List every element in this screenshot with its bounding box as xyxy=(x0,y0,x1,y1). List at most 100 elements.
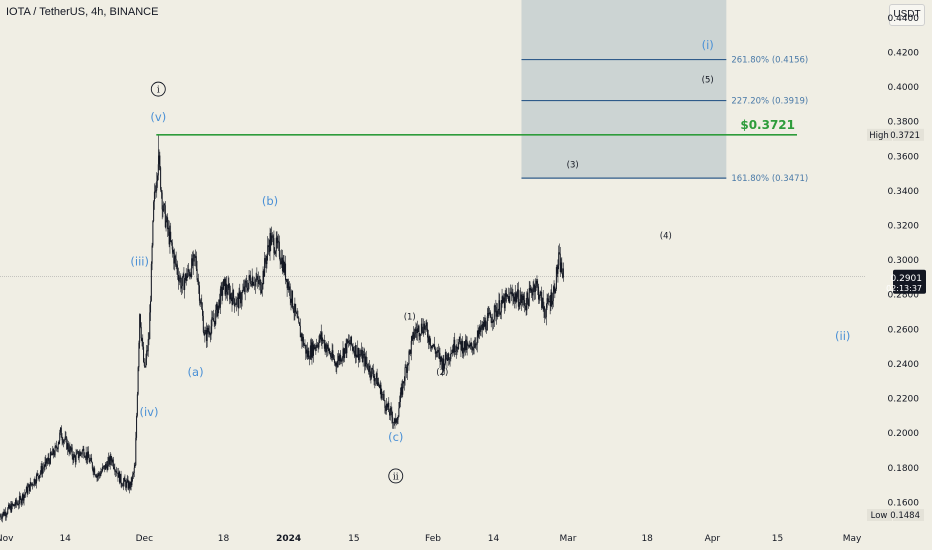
candle xyxy=(522,293,524,306)
candle xyxy=(234,296,236,308)
candle xyxy=(467,341,469,347)
x-tick-label: Mar xyxy=(560,534,577,544)
candle xyxy=(300,332,302,342)
candle xyxy=(96,473,98,482)
candle xyxy=(5,512,7,521)
candle xyxy=(132,471,134,482)
candle xyxy=(101,463,103,473)
candle xyxy=(509,288,511,304)
candle xyxy=(215,304,217,326)
candle xyxy=(21,498,23,507)
candle xyxy=(77,449,79,454)
candle xyxy=(204,329,206,343)
candle xyxy=(438,346,440,360)
price-badge xyxy=(893,269,926,294)
candle xyxy=(94,473,96,478)
x-tick-label: Feb xyxy=(425,534,441,544)
candle xyxy=(278,233,280,251)
candle xyxy=(514,285,516,304)
candle xyxy=(39,470,41,478)
fib-label: 161.80% (0.3471) xyxy=(731,174,808,184)
candle xyxy=(559,246,561,277)
candle xyxy=(545,303,547,326)
candle xyxy=(350,336,352,351)
candle xyxy=(104,465,106,473)
candle xyxy=(135,431,137,466)
candle xyxy=(459,333,461,345)
candle xyxy=(283,255,285,276)
candle xyxy=(458,339,460,350)
chart-title: IOTA / TetherUS, 4h, BINANCE xyxy=(6,6,159,18)
candle xyxy=(207,326,209,335)
candle xyxy=(520,287,522,305)
candle xyxy=(362,350,364,367)
candle xyxy=(0,513,2,521)
candle xyxy=(301,332,303,349)
candle xyxy=(274,247,276,255)
candle xyxy=(252,275,254,287)
candle xyxy=(480,325,482,337)
candle xyxy=(546,293,548,311)
candle xyxy=(254,278,256,294)
candle xyxy=(271,226,273,246)
currency-unit-button[interactable]: USDT xyxy=(889,4,925,26)
candle xyxy=(451,345,453,357)
candle xyxy=(8,502,10,510)
candle xyxy=(235,302,237,306)
candle xyxy=(42,463,44,478)
candle xyxy=(468,344,470,349)
candle xyxy=(56,447,58,453)
candle xyxy=(61,433,63,446)
candle xyxy=(154,185,156,200)
candle xyxy=(360,348,362,357)
candle xyxy=(240,290,242,308)
wave-label: (c) xyxy=(388,430,403,444)
candle xyxy=(332,344,334,361)
candle xyxy=(472,340,474,355)
candle xyxy=(184,272,186,284)
candle xyxy=(95,473,97,478)
candle xyxy=(183,267,185,291)
candle xyxy=(321,331,323,349)
candle xyxy=(66,436,68,451)
candle xyxy=(493,303,495,328)
candle xyxy=(36,470,38,476)
candle xyxy=(243,279,245,292)
candle xyxy=(122,483,124,487)
candle xyxy=(227,275,229,296)
candle xyxy=(417,324,419,333)
candle xyxy=(333,355,335,366)
candle xyxy=(302,333,304,348)
candle xyxy=(248,270,250,290)
candle xyxy=(185,268,187,286)
candle xyxy=(472,346,474,356)
candle xyxy=(229,282,231,305)
candle xyxy=(1,513,3,522)
candle xyxy=(250,281,252,287)
candle xyxy=(306,344,308,359)
candle xyxy=(520,291,522,311)
candle xyxy=(404,364,406,386)
candle xyxy=(199,299,201,308)
candle xyxy=(351,335,353,347)
candle xyxy=(141,337,143,347)
candle xyxy=(414,327,416,338)
y-tick-label: 0.1600 xyxy=(888,498,920,508)
candle xyxy=(441,355,443,369)
candle xyxy=(318,335,320,350)
candle xyxy=(224,278,226,297)
candle xyxy=(164,201,166,229)
candle xyxy=(138,340,140,372)
candle xyxy=(1,513,3,523)
candle xyxy=(226,284,228,302)
candle xyxy=(35,479,37,486)
candle xyxy=(309,339,311,360)
candle xyxy=(159,151,161,171)
candle xyxy=(247,282,249,293)
candle xyxy=(128,480,130,491)
y-tick-label: 0.2000 xyxy=(888,429,920,439)
candle xyxy=(205,326,207,335)
candle xyxy=(500,300,502,320)
candle xyxy=(343,347,345,363)
